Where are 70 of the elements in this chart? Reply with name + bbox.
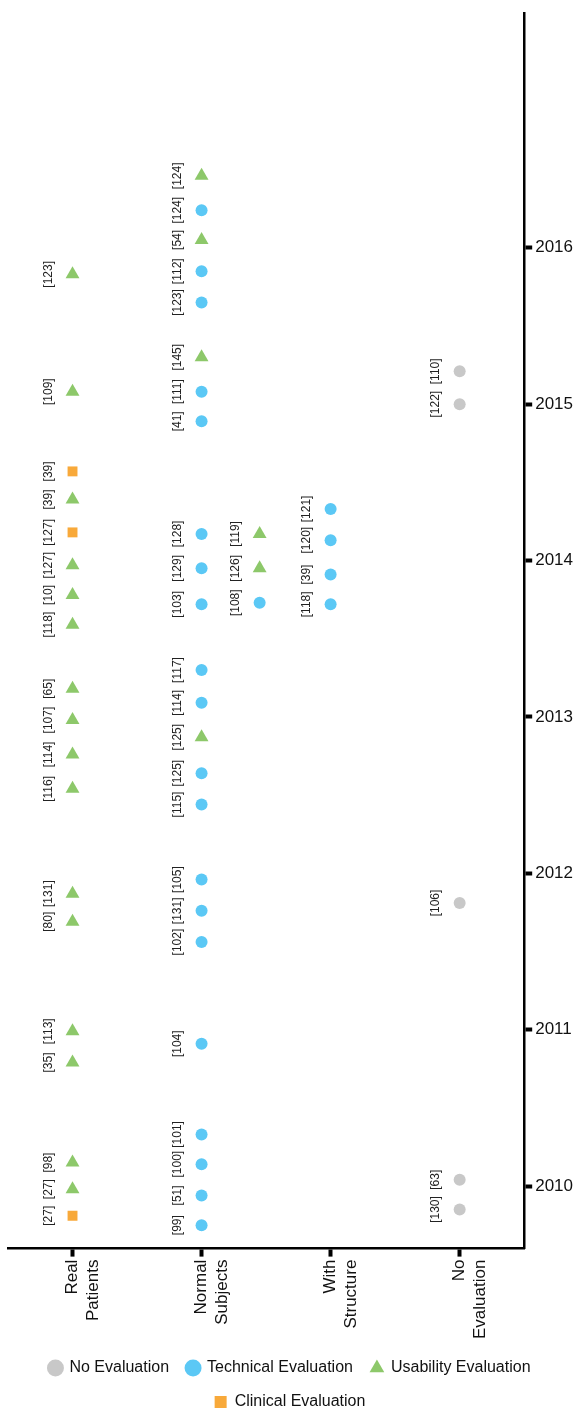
annotation: [65] bbox=[40, 678, 55, 699]
annotation: [120] bbox=[298, 526, 313, 554]
annotation: [108] bbox=[227, 589, 242, 617]
annotation: [115] bbox=[169, 791, 184, 818]
legend-label: Usability Evaluation bbox=[390, 1358, 531, 1376]
annotation: [41] bbox=[169, 411, 184, 432]
annotation: [126] bbox=[227, 555, 242, 582]
annotation: [39] bbox=[40, 461, 55, 482]
annotation: [118] bbox=[298, 591, 313, 618]
annotation: [129] bbox=[169, 555, 184, 582]
x-tick-label: Normal Subjects bbox=[191, 1259, 231, 1325]
annotation: [63] bbox=[427, 1169, 442, 1190]
annotation: [114] bbox=[169, 689, 184, 716]
annotation: [119] bbox=[227, 521, 242, 547]
annotation: [113] bbox=[40, 1018, 55, 1045]
x-tick-label: No Evaluation bbox=[449, 1259, 489, 1339]
annotation: [80] bbox=[40, 911, 55, 932]
annotation: [127] bbox=[40, 519, 55, 546]
annotation: [51] bbox=[169, 1185, 184, 1206]
annotation: [98] bbox=[40, 1152, 55, 1173]
annotation: [121] bbox=[298, 495, 313, 523]
annotation: [125] bbox=[169, 723, 184, 751]
annotation: [39] bbox=[40, 489, 55, 510]
y-tick-label: 2010 bbox=[535, 1175, 574, 1195]
annotation: [145] bbox=[169, 343, 184, 371]
annotation: [35] bbox=[40, 1052, 55, 1073]
annotation: [131] bbox=[40, 880, 55, 907]
annotation: [122] bbox=[427, 390, 442, 418]
annotation: [131] bbox=[169, 897, 184, 925]
annotation: [102] bbox=[169, 928, 184, 956]
annotation: [123] bbox=[40, 261, 55, 288]
legend-label: Clinical Evaluation bbox=[234, 1392, 366, 1410]
annotation: [10] bbox=[40, 584, 55, 605]
y-tick-label: 2011 bbox=[535, 1019, 572, 1039]
annotation: [124] bbox=[169, 196, 184, 224]
annotation: [101] bbox=[169, 1121, 184, 1148]
annotation: [107] bbox=[40, 706, 55, 734]
x-tick-label: With Structure bbox=[320, 1259, 360, 1329]
annotation: [130] bbox=[427, 1196, 442, 1223]
annotation: [109] bbox=[40, 378, 55, 405]
annotation: [112] bbox=[169, 258, 184, 285]
x-tick-label: Real Patients bbox=[62, 1259, 102, 1322]
annotation: [128] bbox=[169, 520, 184, 548]
legend-label: Technical Evaluation bbox=[207, 1358, 353, 1376]
annotation: [111] bbox=[169, 379, 184, 405]
annotation: [27] bbox=[40, 1179, 55, 1200]
annotation: [106] bbox=[427, 889, 442, 917]
annotation: [117] bbox=[169, 657, 184, 683]
annotation: [125] bbox=[169, 759, 184, 787]
annotation: [114] bbox=[40, 741, 55, 768]
legend-label: No Evaluation bbox=[69, 1358, 170, 1376]
y-tick-label: 2012 bbox=[535, 862, 574, 882]
y-tick-label: 2016 bbox=[535, 237, 574, 257]
y-tick-label: 2013 bbox=[535, 706, 574, 726]
annotation: [105] bbox=[169, 866, 184, 893]
annotation: [103] bbox=[169, 590, 184, 618]
annotation: [100] bbox=[169, 1150, 184, 1178]
annotation: [118] bbox=[40, 611, 55, 638]
annotation: [127] bbox=[40, 551, 55, 579]
annotation: [39] bbox=[298, 564, 313, 585]
annotation: [54] bbox=[169, 229, 184, 250]
annotation: [124] bbox=[169, 162, 184, 190]
annotation: [104] bbox=[169, 1030, 184, 1058]
y-tick-label: 2014 bbox=[535, 550, 574, 570]
annotation: [110] bbox=[427, 358, 442, 385]
annotation: [27] bbox=[40, 1205, 55, 1226]
y-tick-label: 2015 bbox=[535, 393, 574, 413]
annotation: [123] bbox=[169, 289, 184, 316]
annotation: [99] bbox=[169, 1215, 184, 1236]
annotation: [116] bbox=[40, 775, 55, 802]
